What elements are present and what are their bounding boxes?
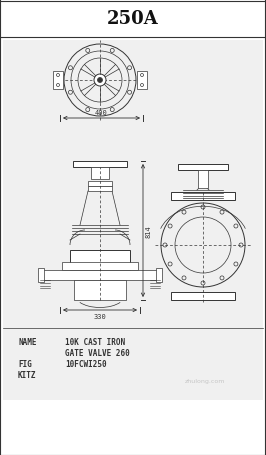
Bar	[171, 293, 235, 300]
Bar	[38, 268, 44, 283]
Bar	[88, 182, 112, 187]
Bar	[137, 72, 147, 90]
Bar	[73, 162, 127, 167]
Text: FIG: FIG	[18, 359, 32, 368]
Text: 330: 330	[94, 313, 106, 319]
Bar	[3, 41, 263, 400]
Text: 814: 814	[146, 225, 152, 238]
Bar	[53, 72, 63, 90]
Bar	[91, 167, 109, 180]
Bar	[156, 268, 162, 283]
Text: 10FCWI250: 10FCWI250	[65, 359, 107, 368]
Text: NAME: NAME	[18, 337, 36, 346]
Bar	[74, 280, 126, 300]
Text: KITZ: KITZ	[18, 370, 36, 379]
Bar	[171, 192, 235, 201]
Circle shape	[98, 78, 102, 83]
Bar	[0, 0, 266, 38]
Bar	[62, 263, 138, 270]
Bar	[40, 270, 160, 280]
Text: GATE VALVE 260: GATE VALVE 260	[65, 348, 130, 357]
Circle shape	[94, 75, 106, 87]
Text: 10K CAST IRON: 10K CAST IRON	[65, 337, 125, 346]
Bar	[178, 165, 228, 171]
Bar	[88, 187, 112, 192]
Text: zhulong.com: zhulong.com	[185, 378, 225, 383]
Bar	[70, 250, 130, 270]
Text: 400: 400	[95, 110, 108, 116]
Text: 250A: 250A	[107, 10, 159, 28]
Bar	[198, 171, 208, 188]
